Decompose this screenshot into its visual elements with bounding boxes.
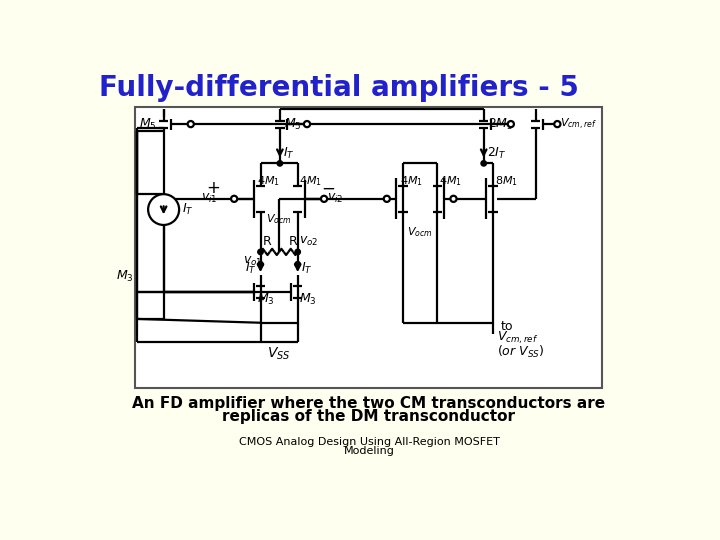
Circle shape <box>554 121 560 127</box>
Text: $V_{SS}$: $V_{SS}$ <box>267 346 291 362</box>
Text: $v_{o1}$: $v_{o1}$ <box>243 254 263 268</box>
Circle shape <box>231 196 238 202</box>
Text: $2I_T$: $2I_T$ <box>487 146 506 161</box>
Text: $V_{cm,ref}$: $V_{cm,ref}$ <box>497 330 539 346</box>
Text: $v_{i2}$: $v_{i2}$ <box>327 192 343 205</box>
Text: $M_3$: $M_3$ <box>300 292 317 307</box>
Circle shape <box>148 194 179 225</box>
Bar <box>135 107 601 388</box>
Circle shape <box>304 121 310 127</box>
Text: $(or\ V_{SS})$: $(or\ V_{SS})$ <box>497 344 544 360</box>
Text: R: R <box>263 235 271 248</box>
Text: to: to <box>500 320 513 333</box>
Circle shape <box>481 161 487 166</box>
Text: Modeling: Modeling <box>343 447 395 456</box>
Text: $I_T$: $I_T$ <box>245 261 256 276</box>
Text: $I_T$: $I_T$ <box>301 261 312 276</box>
Text: $8M_1$: $8M_1$ <box>495 174 518 188</box>
Text: $2M_5$: $2M_5$ <box>487 117 513 132</box>
Text: $I_T$: $I_T$ <box>182 202 194 217</box>
Circle shape <box>295 249 300 254</box>
Text: $V_{ocm}$: $V_{ocm}$ <box>408 225 433 239</box>
Circle shape <box>188 121 194 127</box>
Text: $4M_1$: $4M_1$ <box>258 174 280 188</box>
Text: $M_5$: $M_5$ <box>284 117 302 132</box>
Text: $M_3$: $M_3$ <box>117 269 134 284</box>
Circle shape <box>508 121 514 127</box>
Circle shape <box>321 196 327 202</box>
Circle shape <box>451 196 456 202</box>
Text: $-$: $-$ <box>321 179 335 197</box>
Text: An FD amplifier where the two CM transconductors are: An FD amplifier where the two CM transco… <box>132 396 606 411</box>
Text: $M_5$: $M_5$ <box>139 117 156 132</box>
Circle shape <box>258 249 264 254</box>
Circle shape <box>295 261 300 267</box>
Text: +: + <box>206 179 220 197</box>
Text: replicas of the DM transconductor: replicas of the DM transconductor <box>222 409 516 424</box>
Text: $V_{ocm}$: $V_{ocm}$ <box>266 213 292 226</box>
Text: Fully-differential amplifiers - 5: Fully-differential amplifiers - 5 <box>99 74 579 102</box>
Text: $4M_1$: $4M_1$ <box>300 174 322 188</box>
Text: $M_3$: $M_3$ <box>258 292 275 307</box>
Text: $I_T$: $I_T$ <box>283 146 294 161</box>
Text: CMOS Analog Design Using All-Region MOSFET: CMOS Analog Design Using All-Region MOSF… <box>238 437 500 447</box>
Circle shape <box>258 261 264 267</box>
Text: R: R <box>289 235 297 248</box>
Circle shape <box>384 196 390 202</box>
Circle shape <box>277 161 282 166</box>
Text: $V_{cm,ref}$: $V_{cm,ref}$ <box>560 117 598 132</box>
Text: $4M_1$: $4M_1$ <box>438 174 462 188</box>
Text: $v_{o2}$: $v_{o2}$ <box>300 234 319 248</box>
Text: $4M_1$: $4M_1$ <box>400 174 423 188</box>
Text: $v_{i1}$: $v_{i1}$ <box>201 192 217 205</box>
